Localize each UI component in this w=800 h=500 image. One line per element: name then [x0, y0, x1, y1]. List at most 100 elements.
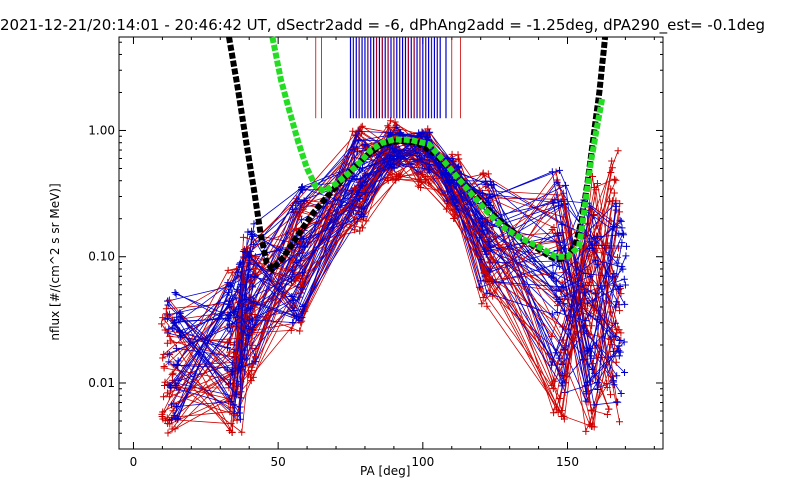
- data-point-marker: [610, 175, 618, 183]
- data-point-marker: [426, 160, 434, 168]
- data-point-marker: [617, 389, 625, 397]
- data-point-marker: [227, 420, 235, 428]
- data-point-marker: [610, 189, 618, 197]
- data-point-marker: [617, 217, 625, 225]
- data-point-marker: [607, 391, 615, 399]
- data-point-marker: [616, 307, 624, 315]
- data-point-marker: [620, 338, 628, 346]
- data-point-marker: [165, 393, 173, 401]
- data-point-marker: [299, 242, 307, 250]
- data-point-marker: [620, 275, 628, 283]
- data-point-marker: [603, 411, 611, 419]
- data-point-marker: [615, 326, 623, 334]
- data-point-marker: [484, 170, 492, 178]
- data-point-marker: [167, 337, 175, 345]
- data-point-marker: [171, 289, 179, 297]
- data-point-marker: [425, 165, 433, 173]
- data-point-marker: [244, 331, 252, 339]
- data-point-marker: [548, 381, 556, 389]
- data-point-marker: [244, 228, 252, 236]
- data-point-marker: [361, 141, 369, 149]
- data-point-marker: [164, 301, 172, 309]
- data-point-marker: [164, 314, 172, 322]
- data-point-marker: [224, 344, 232, 352]
- data-point-marker: [163, 414, 171, 422]
- data-point-marker: [555, 232, 563, 240]
- data-point-marker: [299, 268, 307, 276]
- data-point-marker: [177, 333, 185, 341]
- data-point-marker: [356, 175, 364, 183]
- series-line: [170, 146, 617, 386]
- data-point-marker: [228, 269, 236, 277]
- data-point-marker: [548, 361, 556, 369]
- data-point-marker: [239, 233, 247, 241]
- data-point-marker: [300, 197, 308, 205]
- data-point-marker: [235, 409, 243, 417]
- data-point-marker: [234, 268, 242, 276]
- data-point-marker: [622, 252, 630, 260]
- data-point-marker: [349, 127, 357, 135]
- data-point-marker: [160, 363, 168, 371]
- data-point-marker: [289, 251, 297, 259]
- model-curve-black: [226, 36, 609, 274]
- data-point-marker: [556, 262, 564, 270]
- data-point-marker: [591, 256, 599, 264]
- data-point-marker: [612, 358, 620, 366]
- data-point-marker: [414, 156, 422, 164]
- data-point-marker: [614, 147, 622, 155]
- data-point-marker: [619, 229, 627, 237]
- data-point-marker: [483, 289, 491, 297]
- data-point-marker: [235, 260, 243, 268]
- data-point-marker: [226, 379, 234, 387]
- data-point-marker: [479, 169, 487, 177]
- data-point-marker: [353, 148, 361, 156]
- data-point-marker: [224, 317, 232, 325]
- data-point-marker: [610, 381, 618, 389]
- data-point-marker: [252, 358, 260, 366]
- data-point-marker: [226, 303, 234, 311]
- data-point-marker: [224, 279, 232, 287]
- data-point-marker: [417, 133, 425, 141]
- data-point-marker: [589, 244, 597, 252]
- data-point-marker: [224, 266, 232, 274]
- y-tick-label: 0.01: [88, 376, 115, 390]
- data-point-marker: [226, 339, 234, 347]
- data-point-marker: [172, 415, 180, 423]
- data-point-marker: [482, 250, 490, 258]
- data-point-marker: [164, 429, 172, 437]
- data-point-marker: [449, 194, 457, 202]
- data-point-marker: [357, 204, 365, 212]
- data-point-marker: [357, 123, 365, 131]
- data-point-marker: [249, 373, 257, 381]
- data-point-marker: [558, 220, 566, 228]
- data-point-marker: [483, 218, 491, 226]
- data-point-marker: [556, 166, 563, 174]
- data-point-marker: [159, 354, 167, 362]
- data-point-marker: [486, 177, 494, 185]
- data-point-marker: [486, 193, 494, 201]
- data-point-marker: [386, 161, 394, 169]
- data-point-marker: [251, 310, 259, 318]
- data-point-marker: [552, 286, 560, 294]
- vertical-marker-lines: [315, 37, 461, 119]
- data-point-marker: [244, 270, 252, 278]
- data-point-marker: [393, 123, 401, 131]
- series-line: [173, 157, 617, 415]
- data-point-marker: [412, 148, 420, 156]
- data-point-marker: [298, 183, 306, 191]
- data-point-marker: [606, 198, 614, 206]
- data-point-marker: [242, 295, 250, 303]
- data-point-marker: [553, 308, 561, 316]
- y-axis-ticks: 0.01 0.10 1.00: [88, 41, 663, 450]
- data-point-marker: [295, 198, 303, 206]
- data-point-marker: [553, 178, 561, 186]
- data-point-marker: [582, 397, 590, 405]
- data-point-marker: [549, 269, 557, 277]
- data-point-marker: [489, 292, 497, 300]
- data-point-marker: [300, 235, 308, 243]
- data-point-marker: [297, 216, 305, 224]
- data-point-marker: [443, 197, 451, 205]
- data-point-marker: [583, 299, 591, 307]
- data-point-marker: [623, 242, 631, 250]
- data-point-marker: [558, 382, 566, 390]
